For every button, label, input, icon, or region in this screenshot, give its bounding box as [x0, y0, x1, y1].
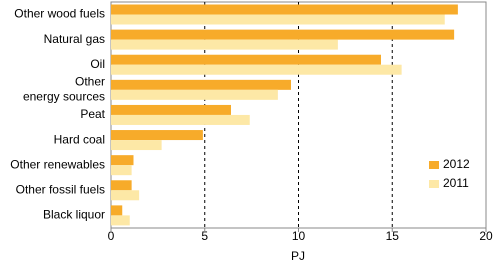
y-tick-label: Other wood fuels: [14, 7, 105, 21]
bar: [111, 130, 203, 141]
bar: [111, 140, 162, 151]
bar: [111, 180, 132, 191]
x-tick-label: 5: [201, 229, 208, 243]
bar: [111, 205, 123, 216]
bar: [111, 29, 455, 40]
bar: [111, 89, 278, 100]
legend-label: 2012: [443, 157, 470, 171]
y-tick-label: Black liquor: [43, 208, 105, 222]
bar: [111, 155, 134, 166]
bar: [111, 165, 132, 176]
bar: [111, 190, 140, 201]
bar: [111, 14, 445, 25]
legend-swatch: [429, 161, 439, 169]
bar: [111, 79, 291, 90]
y-tick-label: Other renewables: [10, 157, 105, 171]
y-tick-label: Peat: [80, 107, 105, 121]
x-tick-label: 15: [386, 229, 400, 243]
y-tick-label: Oil: [90, 57, 105, 71]
x-tick-label: 0: [108, 229, 115, 243]
y-tick-label: Natural gas: [44, 32, 105, 46]
bar: [111, 215, 130, 226]
legend-swatch: [429, 180, 439, 188]
y-tick-label: Other fossil fuels: [16, 183, 105, 197]
bar: [111, 39, 338, 50]
bar: [111, 104, 231, 115]
legend-label: 2011: [443, 176, 469, 190]
x-axis-label: PJ: [291, 249, 305, 263]
y-tick-label: Hard coal: [54, 132, 105, 146]
y-tick-label: Other energy sources: [23, 75, 105, 104]
bar: [111, 4, 458, 15]
bar: [111, 114, 250, 125]
bar: [111, 54, 381, 65]
x-tick-label: 20: [479, 229, 493, 243]
x-tick-label: 10: [292, 229, 306, 243]
bar: [111, 64, 402, 75]
